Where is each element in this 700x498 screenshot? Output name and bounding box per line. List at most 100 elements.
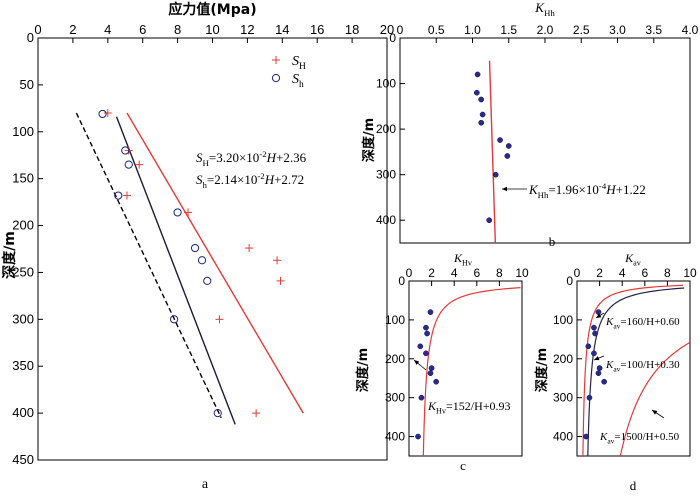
text-run: S <box>196 172 203 187</box>
text-run: -2 <box>257 171 264 181</box>
panel-b: 0 0.5 1.0 1.5 2.0 2.5 3.0 3.5 4.00100200300400KH… <box>361 0 699 249</box>
text-run: h <box>299 80 304 90</box>
text-run: Hh <box>544 8 555 18</box>
y-tick-label: 200 <box>553 352 573 366</box>
fit-equation: KHh=1.96×10-4H+1.22 <box>528 181 646 200</box>
legend-marker <box>271 73 281 83</box>
y-tick-label: 200 <box>376 122 396 136</box>
x-tick-label: 0.5 <box>428 23 445 37</box>
x-tick-label: 6 <box>473 266 480 280</box>
text-run: =152/H+0.93 <box>446 399 511 413</box>
x-tick-label: 6 <box>139 22 146 37</box>
text-run: S <box>196 150 203 165</box>
text-run: K <box>624 251 634 265</box>
point-marker <box>427 309 434 315</box>
point-marker <box>505 143 512 149</box>
x-tick-label: 4 <box>104 22 111 37</box>
legend-label: SH <box>292 54 306 72</box>
text-run: -2 <box>259 149 266 159</box>
point-marker <box>415 433 421 440</box>
point-marker <box>585 343 592 350</box>
fit-curve <box>587 287 685 457</box>
text-run: h <box>203 180 208 190</box>
y-tick-label: 100 <box>385 313 405 327</box>
y-tick-label: 100 <box>12 124 34 139</box>
text-run: K <box>605 359 614 371</box>
text-run: =2.14×10 <box>207 172 257 187</box>
point-marker <box>173 208 182 217</box>
text-run: Hv <box>436 407 447 416</box>
x-tick-label: 20 <box>380 22 394 37</box>
x-axis-title: KHh <box>534 0 555 18</box>
point-marker <box>596 365 603 371</box>
y-tick-label: 300 <box>376 168 396 182</box>
point-marker <box>492 171 499 178</box>
legend-label: Sh <box>292 72 304 90</box>
point-marker <box>124 160 133 169</box>
text-run: S <box>292 54 299 69</box>
point-marker <box>203 276 212 285</box>
text-run: K <box>528 182 539 197</box>
y-tick-label: 200 <box>385 352 405 366</box>
x-tick-label: 1.0 <box>464 23 481 37</box>
text-run: -4 <box>599 181 607 191</box>
y-tick-label: 300 <box>12 311 34 326</box>
x-tick-label: 16 <box>310 22 324 37</box>
fit-line <box>115 116 236 425</box>
text-run: av <box>607 436 614 445</box>
point-marker <box>428 365 435 371</box>
panel-label: a <box>202 477 209 492</box>
arrow-head <box>414 360 420 365</box>
panel-d: 0 2 4 6 8 100100200300400Kav深度/mKav=160/H+0.6… <box>534 251 697 493</box>
point-marker <box>486 217 493 224</box>
point-marker <box>591 324 597 331</box>
fit-equation: Kav=100/H+0.30 <box>605 359 680 373</box>
point-marker <box>114 191 123 200</box>
text-run: +1.22 <box>616 182 646 197</box>
x-tick-label: 3.0 <box>609 23 626 37</box>
text-run: Hh <box>538 190 549 200</box>
y-tick-label: 150 <box>12 171 34 186</box>
point-marker <box>601 378 607 385</box>
text-run: H <box>203 158 210 168</box>
panel-label: b <box>549 234 556 249</box>
point-marker <box>478 96 485 103</box>
point-marker <box>583 433 589 440</box>
point-marker <box>591 350 597 357</box>
point-marker <box>592 330 598 337</box>
text-run: av <box>633 259 642 268</box>
y-tick-label: 400 <box>376 213 396 227</box>
x-tick-label: 10 <box>683 266 697 280</box>
fit-line <box>126 112 304 414</box>
point-marker <box>197 256 207 265</box>
point-marker <box>98 109 107 119</box>
point-marker <box>586 394 593 401</box>
text-run: H <box>605 182 616 197</box>
x-tick-label: 0 <box>397 23 404 37</box>
x-tick-label: 3.5 <box>645 23 662 37</box>
y-axis-title: 深度/m <box>361 118 377 162</box>
point-marker <box>474 71 481 78</box>
x-tick-label: 8 <box>174 22 181 37</box>
text-run: K <box>427 399 437 413</box>
x-tick-label: 2.5 <box>573 23 590 37</box>
panel-c: 0 2 4 6 8 100100200300400KHv深度/mKHv=152/H+0.9… <box>355 251 529 473</box>
y-tick-label: 0 <box>389 31 396 45</box>
point-marker <box>170 315 179 324</box>
text-run: K <box>534 0 545 15</box>
x-tick-label: 0 <box>406 266 413 280</box>
plot-frame <box>37 37 388 461</box>
x-tick-label: 1.5 <box>500 23 517 37</box>
x-tick-label: 10 <box>205 22 219 37</box>
point-marker <box>504 153 511 159</box>
fit-equation: Kav=1500/H+0.50 <box>599 431 680 445</box>
y-tick-label: 300 <box>553 391 573 405</box>
y-axis-title: 深度/m <box>534 348 550 392</box>
text-run: av <box>613 364 620 373</box>
y-tick-label: 350 <box>12 358 34 373</box>
fit-line <box>488 60 497 244</box>
fit-equation: KHv=152/H+0.93 <box>427 399 511 416</box>
x-tick-label: 0 <box>34 22 41 37</box>
text-run: Hv <box>462 259 473 268</box>
y-tick-label: 100 <box>376 77 396 91</box>
